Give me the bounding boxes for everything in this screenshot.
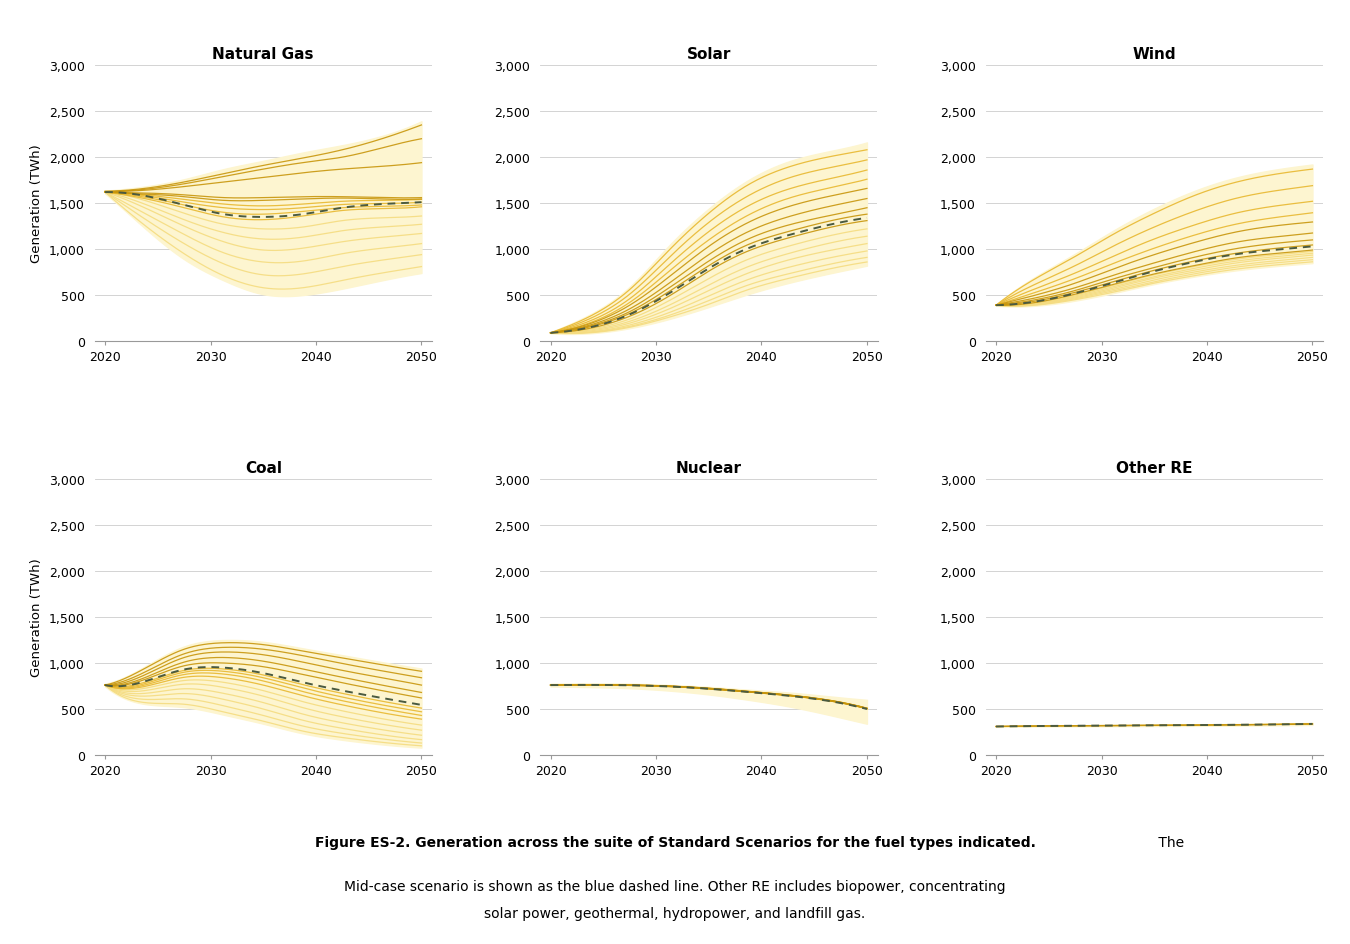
Text: Mid-case scenario is shown as the blue dashed line. Other RE includes biopower, : Mid-case scenario is shown as the blue d… <box>344 879 1006 893</box>
Title: Natural Gas: Natural Gas <box>212 47 315 62</box>
Title: Wind: Wind <box>1133 47 1176 62</box>
Text: solar power, geothermal, hydropower, and landfill gas.: solar power, geothermal, hydropower, and… <box>485 906 865 920</box>
Y-axis label: Generation (TWh): Generation (TWh) <box>30 144 43 263</box>
Title: Coal: Coal <box>244 461 282 476</box>
Y-axis label: Generation (TWh): Generation (TWh) <box>30 558 43 677</box>
Text: The: The <box>1154 835 1184 850</box>
Text: Figure ES-2. Generation across the suite of Standard Scenarios for the fuel type: Figure ES-2. Generation across the suite… <box>315 835 1035 850</box>
Title: Solar: Solar <box>687 47 730 62</box>
Title: Other RE: Other RE <box>1116 461 1192 476</box>
Title: Nuclear: Nuclear <box>676 461 741 476</box>
